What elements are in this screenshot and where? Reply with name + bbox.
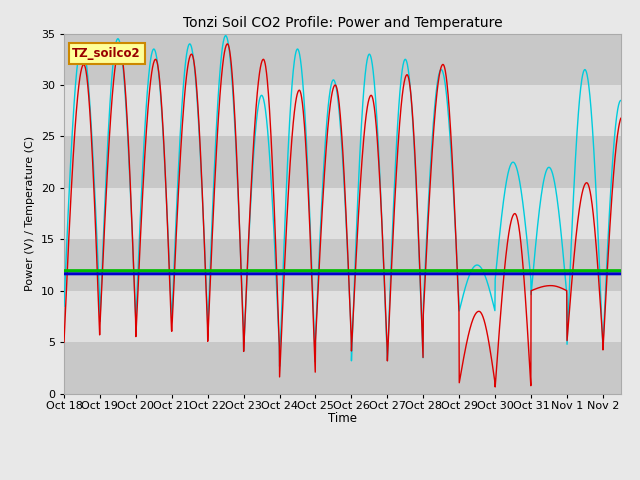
Bar [64,291,621,342]
Bar [64,240,621,291]
Text: TZ_soilco2: TZ_soilco2 [72,47,141,60]
X-axis label: Time: Time [328,412,357,425]
Bar [64,188,621,240]
Title: Tonzi Soil CO2 Profile: Power and Temperature: Tonzi Soil CO2 Profile: Power and Temper… [182,16,502,30]
Bar [64,85,621,136]
Y-axis label: Power (V) / Temperature (C): Power (V) / Temperature (C) [26,136,35,291]
Bar [64,342,621,394]
Bar [64,136,621,188]
Legend: CR23X Temperature, CR23X Voltage, CR10X Voltage, CR10X Temperature: CR23X Temperature, CR23X Voltage, CR10X … [72,478,612,480]
Bar [64,34,621,85]
